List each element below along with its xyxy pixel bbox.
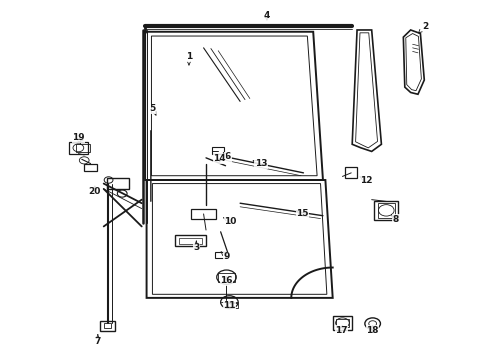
Bar — [174, 235, 206, 246]
Text: 15: 15 — [296, 210, 309, 219]
Text: 5: 5 — [149, 104, 155, 113]
Text: 3: 3 — [193, 243, 199, 252]
Bar — [333, 316, 352, 330]
Text: 18: 18 — [367, 325, 379, 334]
Text: 10: 10 — [224, 217, 237, 226]
Text: 13: 13 — [255, 159, 268, 168]
Bar — [336, 319, 349, 327]
Bar — [104, 323, 111, 328]
Text: 8: 8 — [393, 215, 399, 224]
Bar — [212, 148, 223, 154]
Text: 19: 19 — [72, 133, 85, 142]
Bar — [107, 178, 129, 189]
Bar — [228, 303, 238, 309]
Bar — [69, 142, 88, 154]
Bar — [100, 321, 115, 331]
Text: 7: 7 — [95, 337, 101, 346]
Text: 4: 4 — [264, 11, 270, 20]
Text: 14: 14 — [213, 154, 226, 163]
Text: 1: 1 — [186, 52, 192, 61]
Bar — [215, 252, 226, 258]
Text: 2: 2 — [422, 22, 428, 31]
Text: 6: 6 — [225, 152, 231, 161]
Text: 11: 11 — [223, 301, 236, 310]
Bar — [76, 144, 90, 152]
Bar — [345, 167, 357, 178]
Bar — [179, 238, 202, 244]
Bar — [374, 201, 398, 220]
Text: 20: 20 — [89, 187, 101, 196]
Bar — [218, 273, 235, 282]
Bar — [191, 209, 216, 219]
Text: 9: 9 — [223, 252, 230, 261]
Bar — [378, 203, 395, 217]
Bar — [84, 163, 98, 171]
Text: 16: 16 — [220, 276, 233, 285]
Text: 12: 12 — [360, 176, 372, 185]
Text: 17: 17 — [335, 325, 348, 334]
